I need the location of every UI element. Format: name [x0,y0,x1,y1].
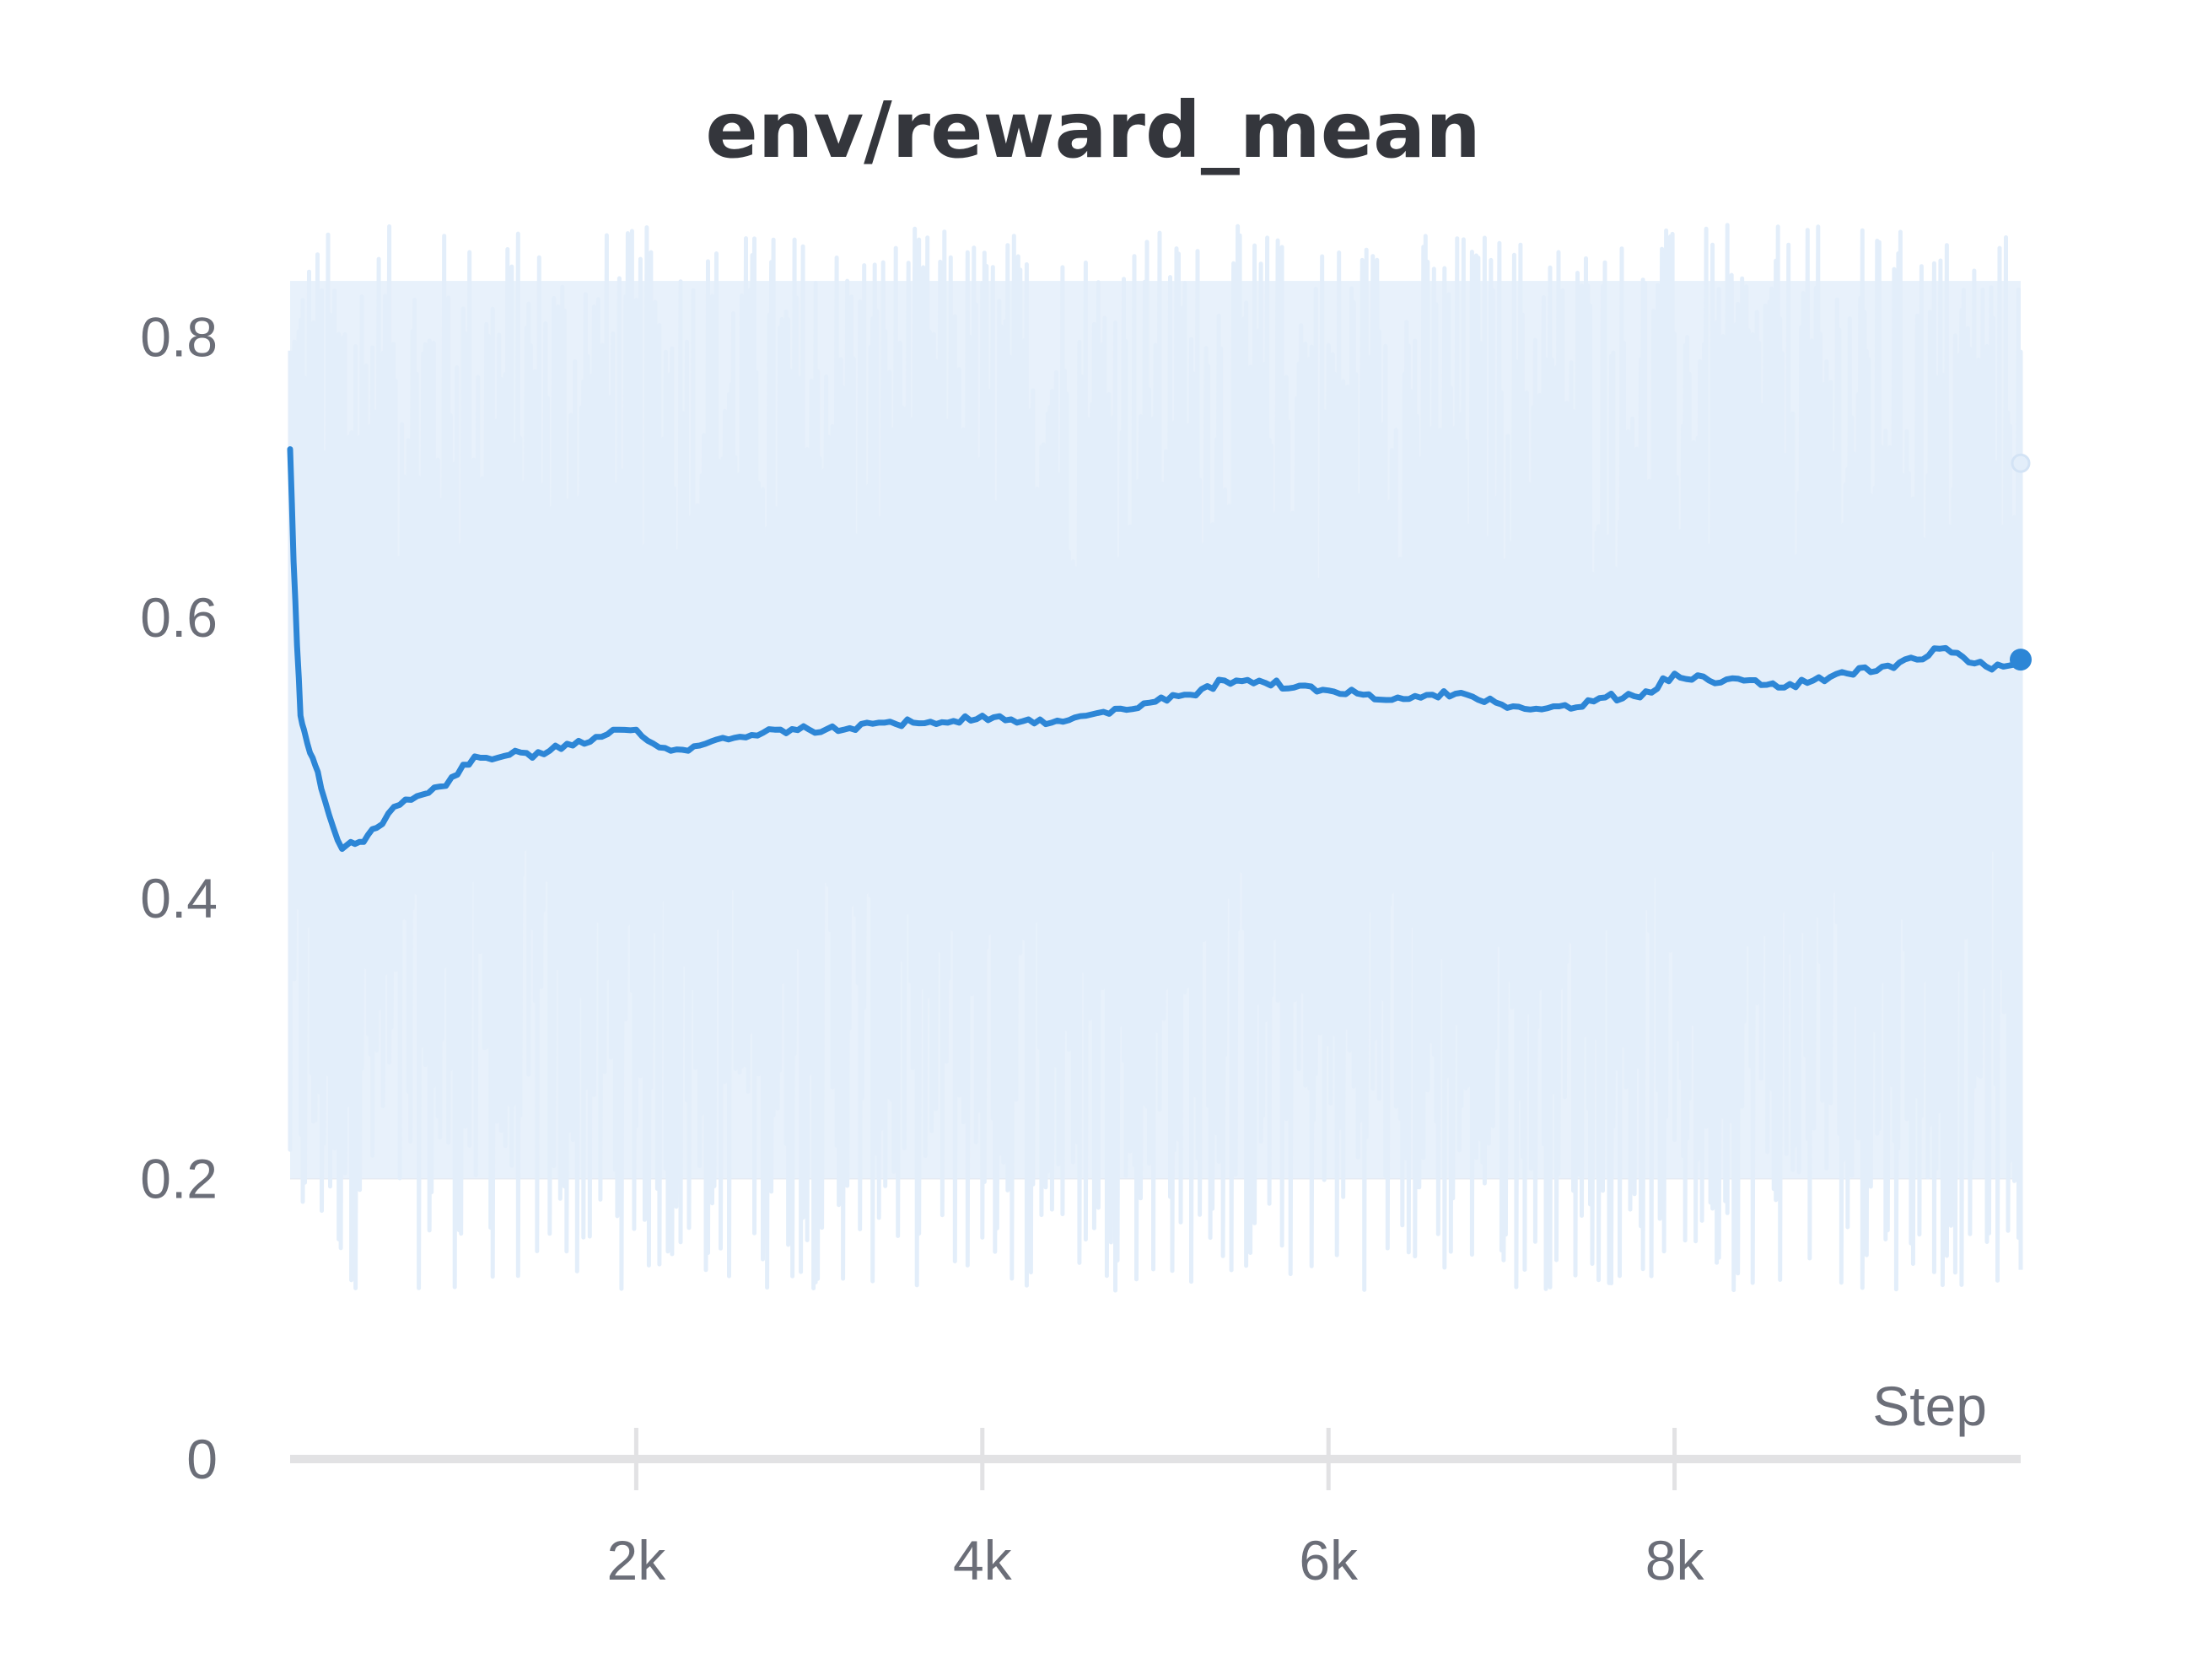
y-tick-label: 0.8 [140,306,218,369]
x-axis [290,1428,2021,1490]
x-tick-label: 8k [1645,1529,1705,1591]
x-tick-label: 6k [1299,1529,1359,1591]
x-tick-label: 4k [953,1529,1013,1591]
x-axis-labels: 2k 4k 6k 8k [607,1529,1705,1591]
smoothed-series-end-point [2010,649,2032,671]
y-axis-labels: 0 0.2 0.4 0.6 0.8 [140,306,218,1490]
chart-title: env/reward_mean [705,85,1480,175]
raw-series [288,223,2031,1293]
raw-series-line [288,223,2023,1293]
y-tick-label: 0.6 [140,586,218,649]
smoothed-series-line [287,446,2024,853]
y-tick-label: 0.2 [140,1147,218,1209]
x-tick-label: 2k [607,1529,667,1591]
y-tick-label: 0.4 [140,867,218,929]
x-axis-title: Step [1872,1375,1987,1437]
y-tick-label: 0 [186,1428,218,1490]
raw-series-end-point [2011,453,2031,473]
